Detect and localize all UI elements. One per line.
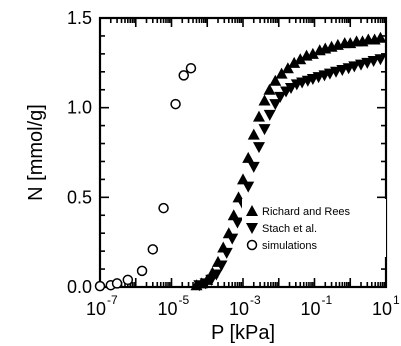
y-tick-label: 0.0 <box>67 277 92 297</box>
richard-and-rees-point <box>258 94 271 106</box>
simulations-point <box>147 244 159 255</box>
stach-et-al-point <box>205 274 218 286</box>
y-tick-label: 0.5 <box>67 187 92 207</box>
richard-and-rees-point <box>269 74 282 86</box>
simulations-point <box>111 278 123 289</box>
stach-et-al-point <box>258 124 271 136</box>
x-tick-label: 10 <box>372 299 392 319</box>
legend-marker <box>246 239 258 251</box>
richard-and-rees-point <box>263 83 276 95</box>
x-tick-exponent: 1 <box>393 293 400 307</box>
tick-labels: 0.00.51.01.510 -7 10 -5 10 -3 10 -1 10 1 <box>67 8 400 319</box>
stach-et-al-point <box>231 217 244 229</box>
stach-et-al-point <box>284 82 297 94</box>
stach-et-al-point <box>215 260 228 272</box>
legend: Richard and Rees Stach et al. simulations <box>242 199 386 257</box>
x-tick-label: 10 <box>300 299 320 319</box>
stach-et-al-point <box>210 269 223 281</box>
x-axis-label: P [kPa] <box>211 322 275 344</box>
y-tick-label: 1.5 <box>67 8 92 28</box>
x-tick-exponent: -7 <box>107 293 118 307</box>
legend-marker <box>246 205 258 216</box>
x-tick-exponent: -5 <box>179 293 190 307</box>
stach-et-al-point <box>199 278 212 290</box>
stach-et-al-point <box>348 61 361 73</box>
richard-and-rees-point <box>247 128 260 140</box>
simulations-point <box>94 280 106 292</box>
simulations-point <box>170 98 181 110</box>
richard-and-rees-point <box>374 31 387 43</box>
simulations-point <box>158 202 169 214</box>
richard-and-rees-point <box>275 67 288 79</box>
legend-box <box>242 199 386 257</box>
richard-and-rees-point <box>306 47 319 59</box>
stach-et-al-point <box>263 109 276 121</box>
legend-entry: Richard and Rees <box>262 206 351 218</box>
y-axis-label: N [mmol/g] <box>25 104 47 201</box>
stach-et-al-point <box>367 56 380 68</box>
richard-and-rees-point <box>242 151 255 163</box>
x-tick-label: 10 <box>86 299 106 319</box>
richard-and-rees-point <box>252 110 265 122</box>
stach-et-al-point <box>220 247 233 259</box>
richard-and-rees-point <box>294 53 307 65</box>
richard-and-rees-point <box>281 62 294 74</box>
y-tick-label: 1.0 <box>67 98 92 118</box>
simulations-point <box>136 265 148 277</box>
simulations-point <box>122 274 134 286</box>
stach-et-al-point <box>242 181 255 193</box>
stach-et-al-point <box>247 161 260 173</box>
stach-et-al-point <box>374 54 387 66</box>
legend-entry: Stach et al. <box>262 223 317 235</box>
legend-marker <box>246 223 258 234</box>
simulations-point <box>185 62 197 74</box>
x-tick-label: 10 <box>157 299 177 319</box>
stach-et-al-point <box>274 91 287 103</box>
stach-et-al-point <box>269 99 282 111</box>
stach-et-al-point <box>252 142 265 154</box>
stach-et-al-point <box>226 233 239 245</box>
simulations-point <box>178 70 189 81</box>
x-tick-exponent: -1 <box>322 293 333 307</box>
ticks <box>99 17 387 288</box>
richard-and-rees-point <box>288 56 301 68</box>
legend-entry: simulations <box>262 240 318 252</box>
x-tick-label: 10 <box>229 299 249 319</box>
x-tick-exponent: -3 <box>250 293 261 307</box>
